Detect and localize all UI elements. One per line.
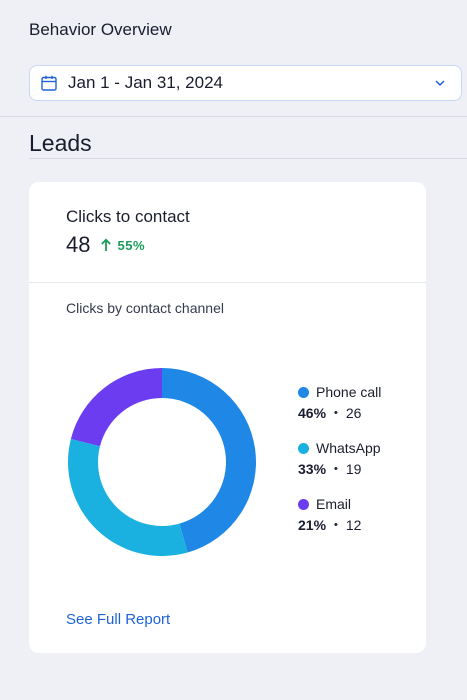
legend-count: 12 <box>345 516 362 533</box>
header-divider <box>0 116 467 117</box>
page-title: Behavior Overview <box>29 20 172 39</box>
legend-dot <box>298 386 309 398</box>
legend-count: 26 <box>345 404 362 421</box>
legend-separator: • <box>334 406 338 419</box>
legend-percent: 46% <box>298 404 327 421</box>
legend-name: Email <box>316 496 352 512</box>
legend-percent: 21% <box>298 516 327 533</box>
date-range-label: Jan 1 - Jan 31, 2024 <box>68 73 224 92</box>
date-range-picker[interactable]: Jan 1 - Jan 31, 2024 <box>29 65 462 101</box>
legend-count: 19 <box>345 460 362 477</box>
calendar-icon <box>40 74 58 92</box>
chart-legend: Phone call 46% • 26 WhatsApp 33% • 19 Em… <box>298 382 381 550</box>
see-full-report-link[interactable]: See Full Report <box>66 611 171 628</box>
card-divider <box>29 282 426 283</box>
donut-slice-whatsapp <box>68 438 188 556</box>
section-title-leads: Leads <box>29 130 92 156</box>
legend-separator: • <box>334 518 338 531</box>
trend-badge: 55% <box>100 238 145 253</box>
legend-name: WhatsApp <box>316 440 381 456</box>
metric-row: 48 55% <box>66 232 145 258</box>
legend-dot <box>298 498 309 510</box>
clicks-to-contact-card: Clicks to contact 48 55% Clicks by conta… <box>29 182 426 653</box>
legend-name: Phone call <box>316 384 382 400</box>
chevron-down-icon <box>433 76 447 90</box>
chart-subtitle: Clicks by contact channel <box>66 300 224 316</box>
arrow-up-icon <box>100 238 112 252</box>
legend-separator: • <box>334 462 338 475</box>
donut-slice-email <box>70 368 162 447</box>
contact-channel-donut-chart <box>68 368 256 556</box>
metric-value: 48 <box>66 232 91 257</box>
legend-item-phone-call: Phone call 46% • 26 <box>298 382 381 423</box>
legend-item-email: Email 21% • 12 <box>298 494 381 535</box>
section-divider <box>29 158 467 159</box>
legend-percent: 33% <box>298 460 327 477</box>
donut-slice-phone-call <box>162 368 256 553</box>
legend-dot <box>298 442 309 454</box>
legend-item-whatsapp: WhatsApp 33% • 19 <box>298 438 381 479</box>
trend-value: 55% <box>117 237 146 253</box>
card-title: Clicks to contact <box>66 207 190 226</box>
